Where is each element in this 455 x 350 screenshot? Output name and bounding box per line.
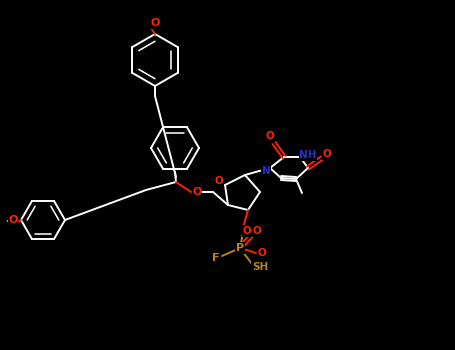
Text: O: O	[258, 248, 266, 258]
Text: O: O	[192, 187, 202, 197]
Text: O: O	[253, 226, 261, 236]
Text: O: O	[243, 226, 251, 236]
Text: O: O	[215, 176, 223, 186]
Text: N: N	[262, 166, 270, 176]
Text: O: O	[150, 18, 160, 28]
Text: F: F	[212, 253, 220, 263]
Text: O: O	[8, 215, 18, 225]
Text: P: P	[236, 243, 244, 253]
Text: O: O	[266, 131, 274, 141]
Text: O: O	[323, 149, 331, 159]
Text: SH: SH	[252, 262, 268, 272]
Text: NH: NH	[299, 150, 317, 160]
